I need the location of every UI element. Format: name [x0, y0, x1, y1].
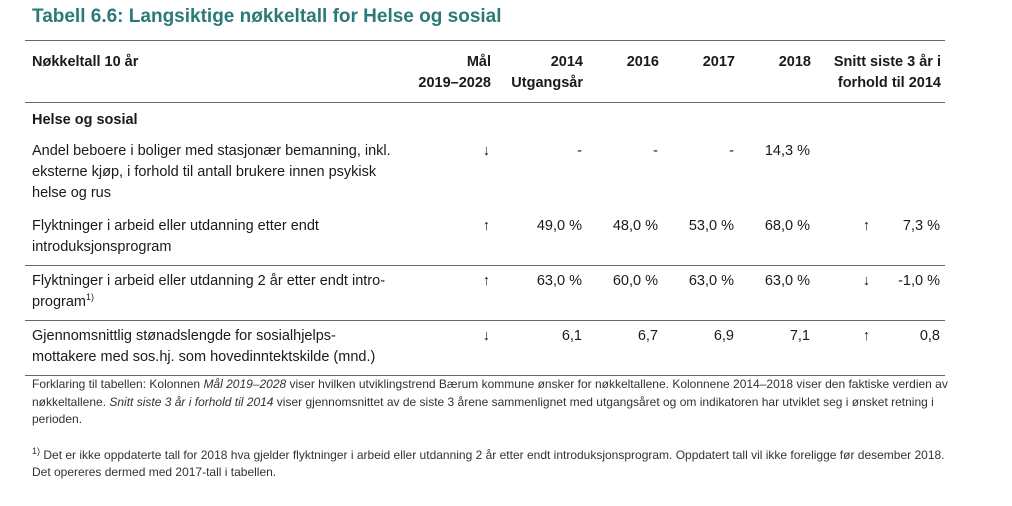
average-value: 7,3 %: [902, 218, 940, 234]
value-2017: 63,0 %: [688, 273, 734, 289]
value-2014: 49,0 %: [536, 218, 582, 234]
table-notes: Forklaring til tabellen: Kolonnen Mål 20…: [32, 376, 952, 500]
indicator-label: Flyktninger i arbeid eller utdanning ett…: [32, 218, 319, 255]
table-row: Gjennomsnittlig stønadslengde for sosial…: [25, 321, 945, 376]
average-value: 0,8: [919, 328, 940, 344]
value-2018: 63,0 %: [764, 273, 810, 289]
goal-arrow: ↑: [482, 273, 490, 289]
header-goal: Mål 2019–2028: [418, 54, 491, 91]
header-key-figure: Nøkkeltall 10 år: [32, 54, 139, 70]
footnote: 1) Det er ikke oppdaterte tall for 2018 …: [32, 445, 945, 479]
indicator-label: Flyktninger i arbeid eller utdanning 2 å…: [32, 273, 386, 310]
average-arrow: ↑: [862, 328, 870, 344]
section-row: Helse og sosial: [25, 103, 945, 137]
indicator-label: Andel beboere i boliger med stasjonær be…: [32, 143, 391, 201]
value-2018: 14,3 %: [764, 143, 810, 159]
indicator-label: Gjennomsnittlig stønadslengde for sosial…: [32, 328, 376, 365]
value-2014: -: [577, 143, 582, 159]
key-figures-table: Nøkkeltall 10 år Mål 2019–2028 2014 Utgang…: [25, 40, 945, 376]
table-row: Flyktninger i arbeid eller utdanning ett…: [25, 211, 945, 266]
goal-arrow: ↑: [482, 218, 490, 234]
average-arrow: ↑: [862, 218, 870, 234]
value-2018: 7,1: [789, 328, 810, 344]
value-2016: 6,7: [637, 328, 658, 344]
table-title: Tabell 6.6: Langsiktige nøkkeltall for H…: [32, 6, 502, 27]
value-2014: 6,1: [561, 328, 582, 344]
goal-arrow: ↓: [482, 143, 490, 159]
average-value: -1,0 %: [898, 273, 940, 289]
value-2017: 6,9: [713, 328, 734, 344]
goal-arrow: ↓: [482, 328, 490, 344]
value-2017: -: [729, 143, 734, 159]
value-2016: -: [653, 143, 658, 159]
section-title: Helse og sosial: [32, 112, 138, 128]
value-2018: 68,0 %: [764, 218, 810, 234]
explanation-note: Forklaring til tabellen: Kolonnen Mål 20…: [32, 377, 948, 426]
header-2014: 2014 Utgangsår: [511, 54, 583, 91]
value-2017: 53,0 %: [688, 218, 734, 234]
header-2016: 2016: [626, 54, 659, 70]
value-2016: 60,0 %: [612, 273, 658, 289]
header-2017: 2017: [702, 54, 735, 70]
header-row: Nøkkeltall 10 år Mål 2019–2028 2014 Utgang…: [25, 40, 945, 103]
average-arrow: ↓: [862, 273, 870, 289]
header-average: Snitt siste 3 år i forhold til 2014: [833, 54, 941, 91]
value-2014: 63,0 %: [536, 273, 582, 289]
header-2018: 2018: [778, 54, 811, 70]
table-row: Andel beboere i boliger med stasjonær be…: [25, 136, 945, 211]
average-arrow: [815, 136, 875, 211]
table-row: Flyktninger i arbeid eller utdanning 2 å…: [25, 266, 945, 321]
value-2016: 48,0 %: [612, 218, 658, 234]
average-value: [875, 136, 945, 211]
